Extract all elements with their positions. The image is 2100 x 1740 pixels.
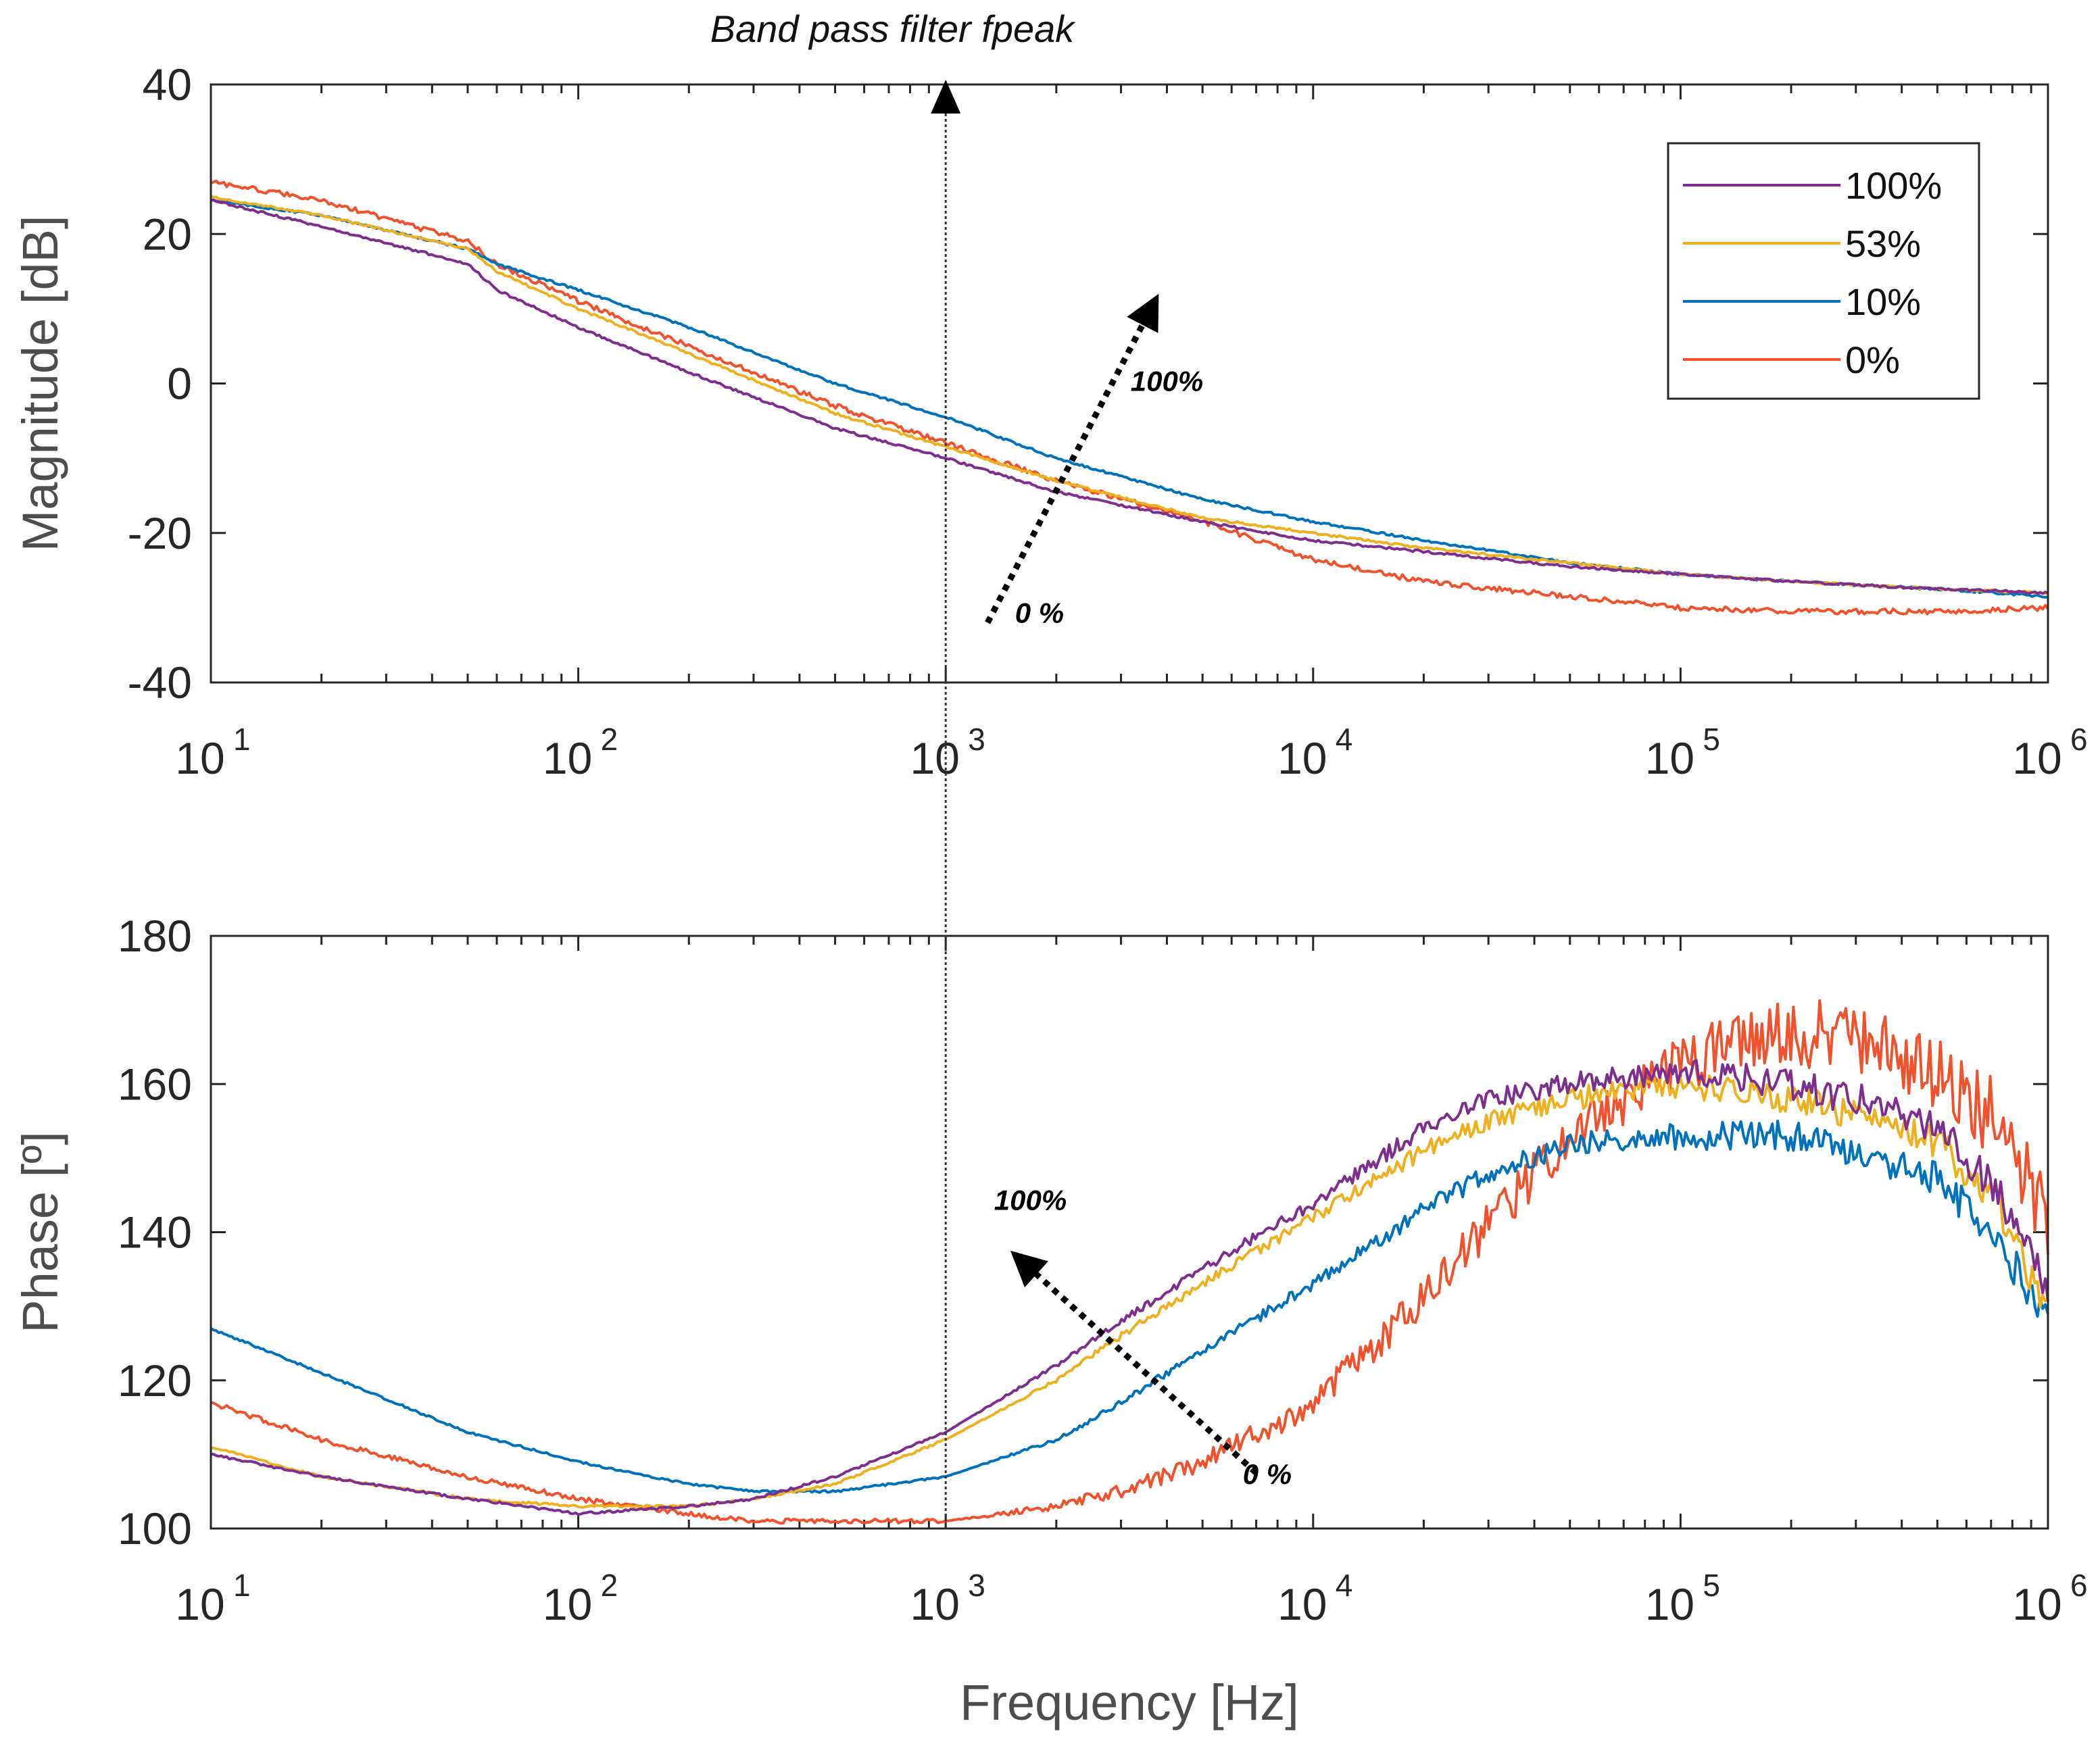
x-tick-exponent: 1: [233, 1568, 251, 1603]
x-tick-label: 10: [175, 1579, 224, 1629]
y-tick-label: 0: [167, 359, 192, 409]
y-tick-label: 120: [118, 1356, 192, 1406]
phase-axes-box: [210, 935, 2049, 1530]
x-tick-label: 10: [2012, 733, 2061, 783]
x-tick-exponent: 3: [968, 722, 985, 757]
x-tick-label: 10: [1645, 733, 1694, 783]
legend-label: 53%: [1845, 222, 1921, 265]
x-tick-label: 10: [543, 1579, 592, 1629]
x-tick-exponent: 4: [1336, 722, 1353, 757]
x-tick-exponent: 4: [1336, 1568, 1353, 1603]
phase-annotation: 0 %: [1243, 1458, 1292, 1490]
magnitude-y-axis-label: Magnitude [dB]: [12, 216, 68, 552]
x-tick-label: 10: [910, 733, 959, 783]
legend-label: 10%: [1845, 280, 1921, 323]
legend: 100% 53% 10% 0%: [1667, 142, 1980, 400]
fpeak-marker: [931, 80, 961, 1528]
y-tick-label: 20: [143, 209, 192, 259]
series-line-100pct: [210, 1059, 2049, 1516]
series-line-100pct: [210, 198, 2049, 595]
phase-plot-area: [211, 936, 2048, 1528]
phase-ticks: [210, 935, 2048, 1530]
series-line-53pct: [210, 1074, 2049, 1509]
x-tick-exponent: 5: [1703, 1568, 1720, 1603]
magnitude-series: [210, 179, 2049, 616]
phase-series: [210, 999, 2049, 1525]
magnitude-annotation: 0 %: [1015, 597, 1064, 629]
magnitude-trend-arrow-head: [1127, 293, 1159, 333]
y-tick-label: -20: [128, 508, 192, 558]
x-tick-label: 10: [543, 733, 592, 783]
magnitude-annotation: 100%: [1131, 366, 1203, 397]
x-tick-label: 10: [175, 733, 224, 783]
magnitude-axes-box: [210, 83, 2049, 684]
x-tick-exponent: 1: [233, 722, 251, 757]
phase-trend-arrow-shaft: [1034, 1272, 1259, 1476]
x-tick-label: 10: [2012, 1579, 2061, 1629]
x-tick-exponent: 6: [2070, 722, 2088, 757]
x-tick-label: 10: [910, 1579, 959, 1629]
y-tick-label: 140: [118, 1208, 192, 1258]
x-tick-exponent: 6: [2070, 1568, 2088, 1603]
figure-title: Band pass filter fpeak: [710, 7, 1077, 50]
x-tick-exponent: 2: [601, 1568, 618, 1603]
y-tick-label: 40: [143, 59, 192, 109]
legend-label: 0%: [1845, 339, 1900, 381]
y-tick-label: 180: [118, 911, 192, 961]
x-tick-exponent: 5: [1703, 722, 1720, 757]
x-tick-exponent: 3: [968, 1568, 985, 1603]
phase-panel: 100 120 140 160 180 10 1 10 2 10 3 10 4 10 5 10 6 Phase […: [12, 911, 2088, 1731]
x-tick-label: 10: [1277, 1579, 1327, 1629]
legend-label: 100%: [1845, 164, 1942, 207]
phase-y-axis-label: Phase [º]: [12, 1131, 68, 1333]
y-tick-label: 160: [118, 1059, 192, 1109]
x-tick-label: 10: [1645, 1579, 1694, 1629]
phase-annotation: 100%: [994, 1185, 1067, 1216]
y-tick-label: 100: [118, 1503, 192, 1553]
x-tick-label: 10: [1277, 733, 1327, 783]
fpeak-arrow-head: [931, 80, 961, 114]
phase-x-axis-label: Frequency [Hz]: [960, 1674, 1299, 1731]
y-tick-label: -40: [128, 657, 192, 707]
x-tick-exponent: 2: [601, 722, 618, 757]
series-line-0pct: [210, 999, 2049, 1525]
phase-trend-arrow-head: [1010, 1250, 1048, 1288]
series-line-10pct: [210, 1120, 2049, 1494]
